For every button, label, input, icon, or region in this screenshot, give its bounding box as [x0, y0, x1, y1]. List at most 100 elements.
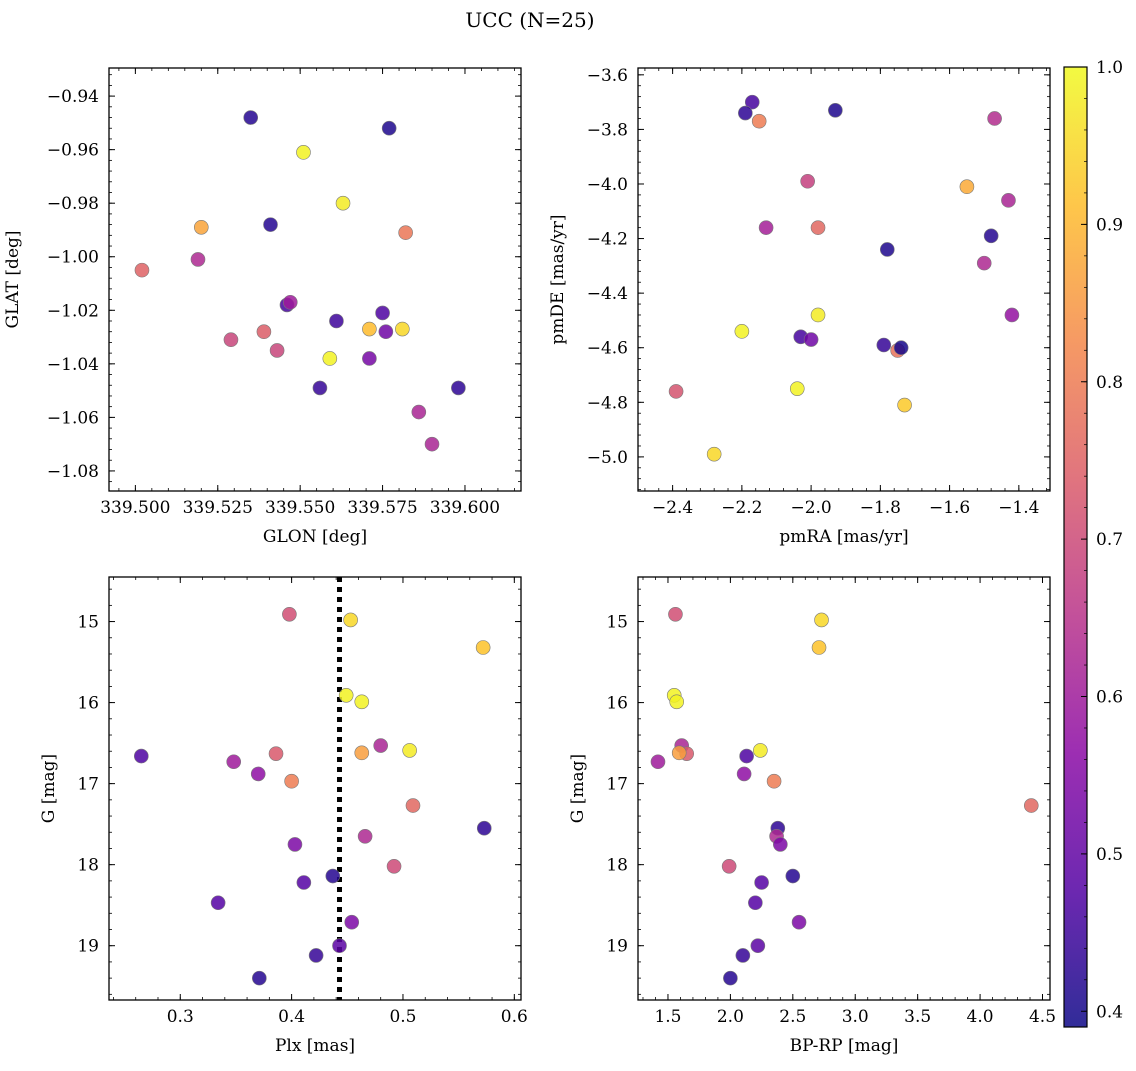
- scatter-point: [357, 829, 373, 844]
- scatter-point: [284, 773, 299, 789]
- colorbar-tick-label: 1.0: [1096, 58, 1123, 78]
- scatter-point: [706, 446, 722, 462]
- y-tick-label: −1.08: [47, 462, 99, 482]
- x-tick-label: 0.5: [389, 1007, 416, 1027]
- scatter-point: [476, 820, 492, 836]
- y-tick-label: −4.4: [587, 284, 628, 304]
- x-tick-label: 339.575: [347, 498, 417, 518]
- scatter-point: [329, 313, 344, 329]
- scatter-point: [766, 773, 782, 789]
- plot-frame: [108, 576, 522, 1001]
- y-tick-label: −0.96: [47, 141, 99, 161]
- scatter-point: [736, 766, 752, 782]
- scatter-point: [287, 837, 303, 852]
- scatter-point: [424, 436, 440, 452]
- scatter-point: [671, 745, 687, 761]
- x-axis-label: GLON [deg]: [263, 527, 367, 547]
- scatter-point: [354, 694, 370, 710]
- panels: 339.500 339.525 339.550 339.575 339.600 −0.94…: [3, 66, 1056, 1056]
- scatter-point: [750, 938, 766, 954]
- y-tick-label: −4.0: [587, 175, 628, 195]
- plot-frame: [637, 67, 1051, 492]
- colorbar-tick-label: 0.6: [1096, 688, 1123, 708]
- scatter-point: [748, 895, 763, 911]
- y-tick-label: 16: [606, 694, 628, 714]
- scatter-point: [810, 307, 826, 323]
- scatter-point: [811, 640, 827, 655]
- panel-1: 339.500 339.525 339.550 339.575 339.600 −0.94…: [3, 67, 522, 547]
- colorbar-tick-label: 0.7: [1096, 530, 1123, 550]
- x-tick-label: −1.8: [860, 498, 901, 518]
- x-tick-label: 2.0: [717, 1007, 744, 1027]
- scatter-point: [268, 746, 284, 761]
- scatter-point: [1023, 798, 1039, 813]
- y-tick-label: −1.02: [47, 301, 99, 321]
- scatter-point: [405, 798, 421, 813]
- x-tick-label: 0.3: [167, 1007, 194, 1027]
- y-axis-label: pmDE [mas/yr]: [548, 214, 568, 344]
- scatter-point: [378, 324, 394, 340]
- x-tick-label: −2.0: [790, 498, 831, 518]
- scatter-point: [411, 404, 427, 420]
- y-tick-label: 18: [606, 856, 628, 876]
- scatter-point: [814, 612, 829, 628]
- scatter-point: [668, 384, 684, 399]
- scatter-point: [785, 868, 801, 884]
- scatter-point: [803, 332, 819, 347]
- scatter-point: [386, 858, 402, 874]
- scatter-point: [354, 745, 370, 761]
- scatter-point: [269, 343, 285, 358]
- y-tick-label: 19: [77, 937, 99, 957]
- scatter-point: [734, 324, 750, 339]
- y-tick-label: 15: [606, 613, 628, 633]
- x-tick-label: −1.6: [929, 498, 970, 518]
- colorbar-gradient: [1063, 66, 1088, 1028]
- scatter-point: [210, 895, 226, 911]
- y-tick-label: −0.94: [47, 87, 99, 107]
- scatter-point: [226, 754, 242, 770]
- x-axis-label: BP-RP [mag]: [790, 1036, 899, 1056]
- scatter-point: [322, 351, 338, 366]
- scatter-point: [721, 858, 737, 874]
- colorbar: 0.4 0.5 0.6 0.7 0.8 0.9 1.0: [1063, 58, 1123, 1028]
- scatter-point: [398, 225, 413, 240]
- y-tick-label: −4.6: [587, 339, 628, 359]
- scatter-point: [668, 606, 683, 622]
- x-tick-label: 0.6: [501, 1007, 528, 1027]
- scatter-point: [308, 948, 324, 963]
- scatter-point: [475, 640, 491, 655]
- scatter-point: [959, 179, 975, 195]
- scatter-point: [983, 228, 999, 244]
- scatter-point: [335, 195, 351, 211]
- y-tick-label: −3.8: [587, 120, 628, 140]
- panel-3: 0.3 0.4 0.5 0.6 15 16 17 18 19 Plx [mas] G [mag]: [39, 576, 528, 1056]
- scatter-point: [338, 688, 354, 703]
- scatter-point: [650, 754, 666, 770]
- scatter-point: [753, 743, 768, 758]
- x-tick-label: 339.500: [100, 498, 170, 518]
- y-tick-label: −3.6: [587, 66, 628, 86]
- scatter-point: [738, 105, 753, 121]
- y-tick-label: 19: [606, 937, 628, 957]
- y-tick-label: −5.0: [587, 448, 628, 468]
- scatter-point: [451, 380, 466, 396]
- scatter-point: [739, 748, 754, 764]
- scatter-point: [332, 938, 347, 954]
- scatter-point: [250, 766, 266, 782]
- scatter-point: [282, 606, 297, 622]
- scatter-point: [282, 294, 298, 310]
- scatter-point: [723, 970, 738, 986]
- colorbar-tick-label: 0.5: [1096, 845, 1123, 865]
- scatter-point: [243, 110, 259, 125]
- scatter-point: [810, 220, 826, 235]
- scatter-point: [987, 111, 1002, 126]
- x-tick-label: 1.5: [654, 1007, 681, 1027]
- scatter-point: [735, 948, 751, 963]
- y-tick-label: −4.8: [587, 393, 628, 413]
- panel-2: −2.4 −2.2 −2.0 −1.8 −1.6 −1.4 −3.6 −3.8 −4.0 −4.2…: [548, 66, 1051, 547]
- y-tick-label: 16: [77, 694, 99, 714]
- scatter-point: [256, 324, 272, 340]
- figure-title: UCC (N=25): [465, 8, 594, 32]
